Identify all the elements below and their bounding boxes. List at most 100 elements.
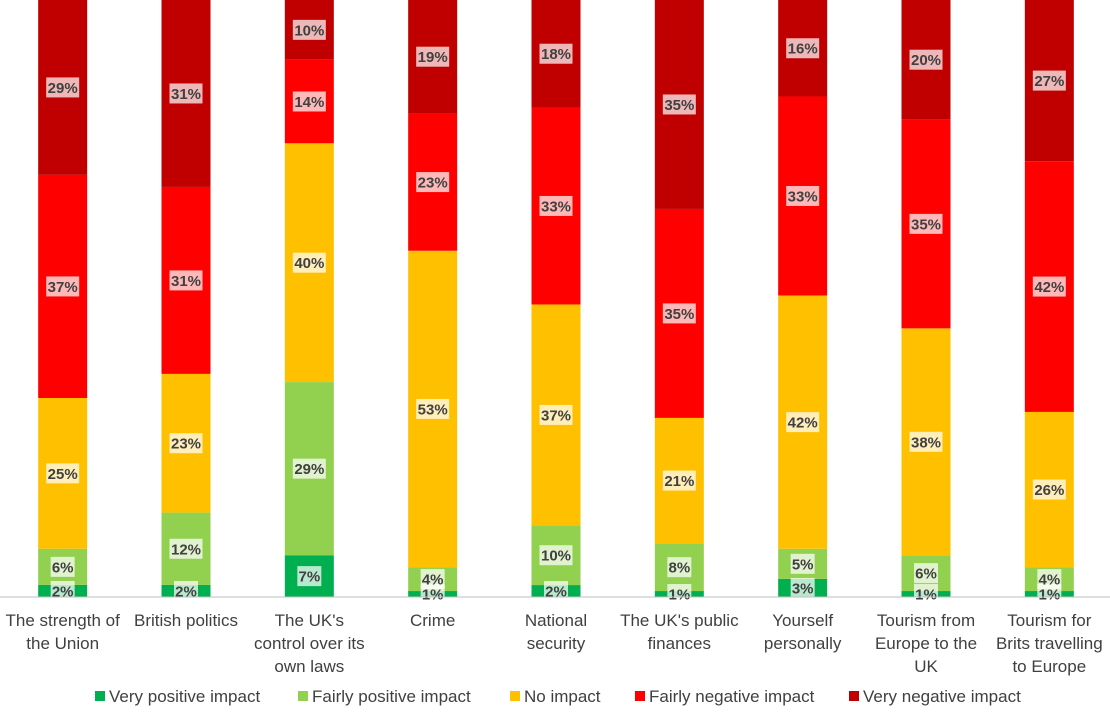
data-label: 29% [48, 80, 78, 97]
data-label-background [914, 584, 938, 605]
data-label: 12% [171, 541, 201, 558]
data-label-background [786, 185, 820, 206]
data-label: 35% [664, 306, 694, 323]
data-label-background [292, 91, 326, 112]
data-label: 3% [792, 580, 814, 597]
data-label: 10% [294, 22, 324, 39]
legend-swatch [510, 691, 520, 701]
data-label: 1% [422, 587, 444, 604]
data-label: 19% [418, 49, 448, 66]
data-label: 23% [171, 436, 201, 453]
data-label-background [909, 431, 943, 452]
data-label: 1% [668, 587, 690, 604]
legend-item: Fairly positive impact [298, 687, 471, 706]
legend-swatch [849, 691, 859, 701]
data-label: 8% [668, 560, 690, 577]
data-label: 29% [294, 461, 324, 478]
data-label-background [50, 580, 75, 601]
data-label-background [420, 569, 445, 590]
data-label-background [416, 398, 450, 419]
data-label-background [297, 566, 322, 587]
data-label: 25% [48, 466, 78, 483]
data-label: 16% [788, 41, 818, 58]
category-label: Tourism for Brits travelling to Europe [996, 611, 1103, 676]
legend-label: Fairly positive impact [312, 687, 471, 706]
data-label-background [909, 49, 943, 70]
data-label: 35% [664, 97, 694, 114]
data-label: 35% [911, 216, 941, 233]
data-label: 7% [298, 569, 320, 586]
category-labels-layer: The strength of the Union British politics… [5, 611, 1102, 676]
data-label-background [1037, 569, 1062, 590]
data-label: 37% [48, 279, 78, 296]
data-label-background [667, 557, 692, 578]
data-label-background [544, 581, 568, 602]
data-label-background [169, 270, 203, 291]
data-label-background [1032, 276, 1066, 297]
data-label-background [169, 83, 203, 104]
data-label: 18% [541, 46, 571, 63]
data-label-background [46, 77, 80, 98]
data-label: 33% [541, 198, 571, 215]
legend-label: Fairly negative impact [649, 687, 815, 706]
data-label: 4% [422, 572, 444, 589]
data-label-background [46, 463, 80, 484]
data-label: 14% [294, 94, 324, 111]
data-label: 2% [545, 584, 567, 601]
data-label-background [667, 584, 692, 605]
data-label: 6% [52, 559, 74, 576]
data-label: 33% [788, 188, 818, 205]
data-label: 38% [911, 434, 941, 451]
data-label: 26% [1034, 482, 1064, 499]
legend-swatch [298, 691, 308, 701]
category-label: The UK's public finances [620, 611, 739, 653]
data-label: 31% [171, 86, 201, 103]
data-label: 37% [541, 407, 571, 424]
data-label-background [292, 252, 326, 273]
data-label-background [914, 563, 938, 584]
category-label: Tourism from Europe to the UK [875, 611, 977, 676]
data-label: 2% [175, 583, 197, 600]
category-label: The strength of the Union [5, 611, 120, 653]
data-label: 42% [788, 415, 818, 432]
data-label-background [292, 19, 326, 40]
data-label: 10% [541, 548, 571, 565]
data-label-background [169, 433, 203, 454]
data-label-background [786, 412, 820, 433]
legend-item: Fairly negative impact [635, 687, 815, 706]
data-label-background [662, 470, 696, 491]
data-label: 2% [52, 583, 74, 600]
legend-swatch [95, 691, 105, 701]
data-label: 5% [792, 556, 814, 573]
data-label-background [662, 94, 696, 115]
legend-label: No impact [524, 687, 601, 706]
data-label: 31% [171, 273, 201, 290]
data-label: 21% [664, 473, 694, 490]
data-label-background [662, 303, 696, 324]
data-label-background [292, 458, 326, 479]
data-label: 53% [418, 401, 448, 418]
data-label-background [539, 545, 573, 566]
legend-label: Very negative impact [863, 687, 1021, 706]
legend: Very positive impact Fairly positive impa… [95, 687, 1021, 706]
data-label: 23% [418, 175, 448, 192]
data-label-background [169, 538, 203, 559]
value-labels-layer: 2% 6% 25% 37% 29% 2% 12% 23% 31% 31% 7% 29% 40% 14% 10… [46, 19, 1066, 605]
data-label-background [539, 195, 573, 216]
data-label-background [50, 556, 75, 577]
data-label-background [909, 213, 943, 234]
data-label-background [539, 404, 573, 425]
data-label-background [174, 580, 198, 601]
data-label: 27% [1034, 73, 1064, 90]
legend-item: Very positive impact [95, 687, 260, 706]
data-label: 20% [911, 52, 941, 69]
data-label-background [790, 553, 815, 574]
data-label-background [416, 172, 450, 193]
data-label-background [790, 577, 815, 598]
data-label-background [539, 43, 573, 64]
legend-item: Very negative impact [849, 687, 1021, 706]
data-label-background [46, 276, 80, 297]
category-label: British politics [134, 611, 238, 630]
data-label: 6% [915, 566, 937, 583]
